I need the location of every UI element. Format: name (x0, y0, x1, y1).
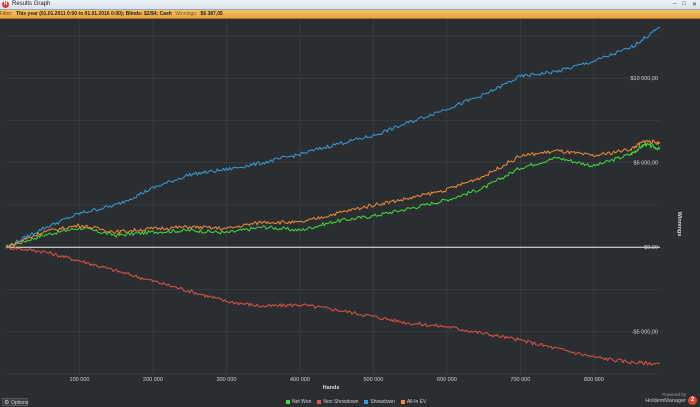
legend: Net Won Non Showdown Showdown All-In EV (286, 399, 426, 405)
window-controls: – □ ✕ (673, 1, 697, 8)
brand-name: HoldemManager (645, 398, 686, 404)
legend-swatch (317, 400, 322, 404)
legend-net-won[interactable]: Net Won (286, 399, 311, 405)
options-label: Options (11, 400, 29, 406)
series-line-net-won (5, 142, 661, 249)
brand-logo: Powered by HoldemManager (645, 392, 686, 404)
legend-label: Showdown (370, 399, 395, 405)
filter-value: This year (01.01.2011 0:00 to 01.01.2016… (15, 11, 172, 17)
legend-showdown[interactable]: Showdown (364, 399, 395, 405)
x-tick-label: 100 000 (70, 377, 90, 383)
maximize-button[interactable]: □ (682, 1, 686, 7)
legend-label: Net Won (292, 399, 312, 405)
legend-all-in-ev[interactable]: All-In EV (400, 399, 427, 405)
y-tick-label: $5 000,00 (634, 161, 658, 167)
x-tick-label: 400 000 (290, 377, 310, 383)
y-tick-label: $10 000,00 (630, 76, 658, 82)
winnings-value: $6 387,05 (200, 11, 223, 17)
x-tick-label: 800 000 (584, 377, 604, 383)
legend-swatch (400, 400, 405, 404)
chart-series (5, 26, 661, 366)
x-axis-title: Hands (323, 385, 340, 391)
window-title: Results Graph (12, 1, 51, 7)
series-line-non-showdown (5, 245, 661, 366)
legend-swatch (286, 400, 290, 404)
title-bar: H Results Graph – □ ✕ (0, 0, 700, 10)
gear-icon: ⚙ (4, 400, 10, 406)
legend-non-showdown[interactable]: Non Showdown (317, 399, 358, 405)
x-tick-label: 200 000 (143, 377, 163, 383)
app-icon: H (2, 1, 9, 8)
y-tick-label: -$5 000,00 (632, 330, 658, 336)
series-line-showdown (5, 26, 661, 248)
y-axis-ticks: -$5 000,00 $0,00 $5 000,00 $10 000,00 (630, 76, 658, 336)
brand-badge: 2 (688, 396, 697, 405)
chart-grid (6, 19, 660, 375)
close-button[interactable]: ✕ (691, 2, 697, 8)
x-tick-label: 600 000 (437, 377, 457, 383)
x-tick-label: 700 000 (510, 377, 530, 383)
legend-label: Non Showdown (323, 399, 359, 405)
legend-swatch (364, 400, 369, 404)
options-button[interactable]: ⚙ Options (2, 398, 28, 406)
series-line-all-in-ev (5, 139, 661, 249)
legend-label: All-In EV (406, 399, 427, 405)
x-axis-ticks: 100 000 200 000 300 000 400 000 500 000 600 0… (70, 377, 604, 383)
y-tick-label: $0,00 (644, 245, 658, 251)
minimize-button[interactable]: – (673, 1, 677, 7)
results-graph-chart: 100 000 200 000 300 000 400 000 500 000 600 0… (5, 19, 682, 391)
y-axis-title: Winnings (676, 212, 682, 237)
x-tick-label: 500 000 (363, 377, 383, 383)
brand-powered-by: Powered by (662, 392, 686, 397)
winnings-label: Winnings: (175, 11, 198, 17)
filter-label: Filter: (0, 11, 13, 17)
x-tick-label: 300 000 (217, 377, 237, 383)
filter-bar[interactable]: Filter: This year (01.01.2011 0:00 to 01… (0, 10, 700, 19)
